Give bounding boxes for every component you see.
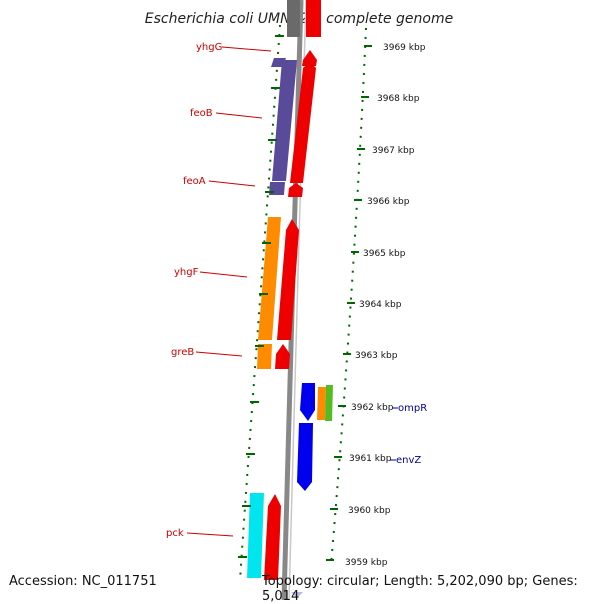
gene-label-feoA: feoA bbox=[183, 176, 206, 187]
kbp-label: 3963 kbp bbox=[355, 351, 398, 361]
label-leader bbox=[195, 351, 243, 357]
accession-text: Accession: NC_011751 bbox=[9, 574, 157, 589]
outer-ruler bbox=[330, 27, 367, 566]
gene-yhgF-bar bbox=[258, 217, 281, 340]
inner-ticks bbox=[238, 35, 284, 558]
kbp-label: 3959 kbp bbox=[345, 558, 388, 568]
gene-label-feoB: feoB bbox=[190, 108, 213, 119]
gene-orange-small bbox=[317, 387, 326, 420]
label-leader bbox=[186, 532, 234, 537]
kbp-label: 3965 kbp bbox=[363, 249, 406, 259]
label-leader bbox=[208, 180, 256, 187]
gene-red-arrow-1 bbox=[302, 50, 317, 66]
gene-green-small bbox=[325, 385, 333, 421]
kbp-label: 3967 kbp bbox=[372, 146, 415, 156]
scroll-marker-icon bbox=[291, 592, 303, 598]
kbp-label: 3969 kbp bbox=[383, 43, 426, 53]
kbp-label: 3964 kbp bbox=[359, 300, 402, 310]
label-leader bbox=[221, 46, 272, 52]
gene-pck-bar bbox=[247, 493, 264, 578]
gene-label-yhgG: yhgG bbox=[196, 42, 222, 53]
gene-red-arrow-5 bbox=[275, 344, 290, 369]
kbp-label: 3960 kbp bbox=[348, 506, 391, 516]
gene-red-arrow-3 bbox=[288, 183, 303, 197]
gene-label-pck: pck bbox=[166, 528, 184, 539]
gene-envZ-bar bbox=[297, 423, 313, 491]
kbp-label: 3961 kbp bbox=[349, 454, 392, 464]
label-leader bbox=[215, 112, 263, 119]
gene-labels-right: ompR envZ bbox=[390, 403, 427, 466]
partial-grey-feature bbox=[287, 0, 300, 37]
gene-greB-bar bbox=[257, 344, 272, 369]
gene-ompR-bar bbox=[300, 383, 315, 421]
partial-red-feature bbox=[306, 0, 321, 37]
label-leader bbox=[199, 271, 248, 278]
gene-labels-left: yhgG feoB feoA yhgF greB pck bbox=[166, 42, 272, 539]
gene-label-yhgF: yhgF bbox=[174, 267, 199, 278]
gene-label-ompR: ompR bbox=[398, 403, 427, 414]
gene-feoA-bar bbox=[269, 182, 285, 195]
gene-red-arrow-2 bbox=[290, 62, 316, 183]
kbp-label: 3966 kbp bbox=[367, 197, 410, 207]
gene-label-greB: greB bbox=[171, 347, 194, 358]
gene-feoB-bar bbox=[272, 60, 297, 181]
kbp-scale: 3969 kbp 3968 kbp 3967 kbp 3966 kbp 3965… bbox=[326, 43, 426, 568]
gene-red-arrow-4 bbox=[277, 219, 299, 340]
kbp-label: 3962 kbp bbox=[351, 403, 394, 413]
gene-red-arrow-6 bbox=[264, 494, 281, 580]
kbp-label: 3968 kbp bbox=[377, 94, 420, 104]
gene-label-envZ: envZ bbox=[396, 455, 421, 466]
